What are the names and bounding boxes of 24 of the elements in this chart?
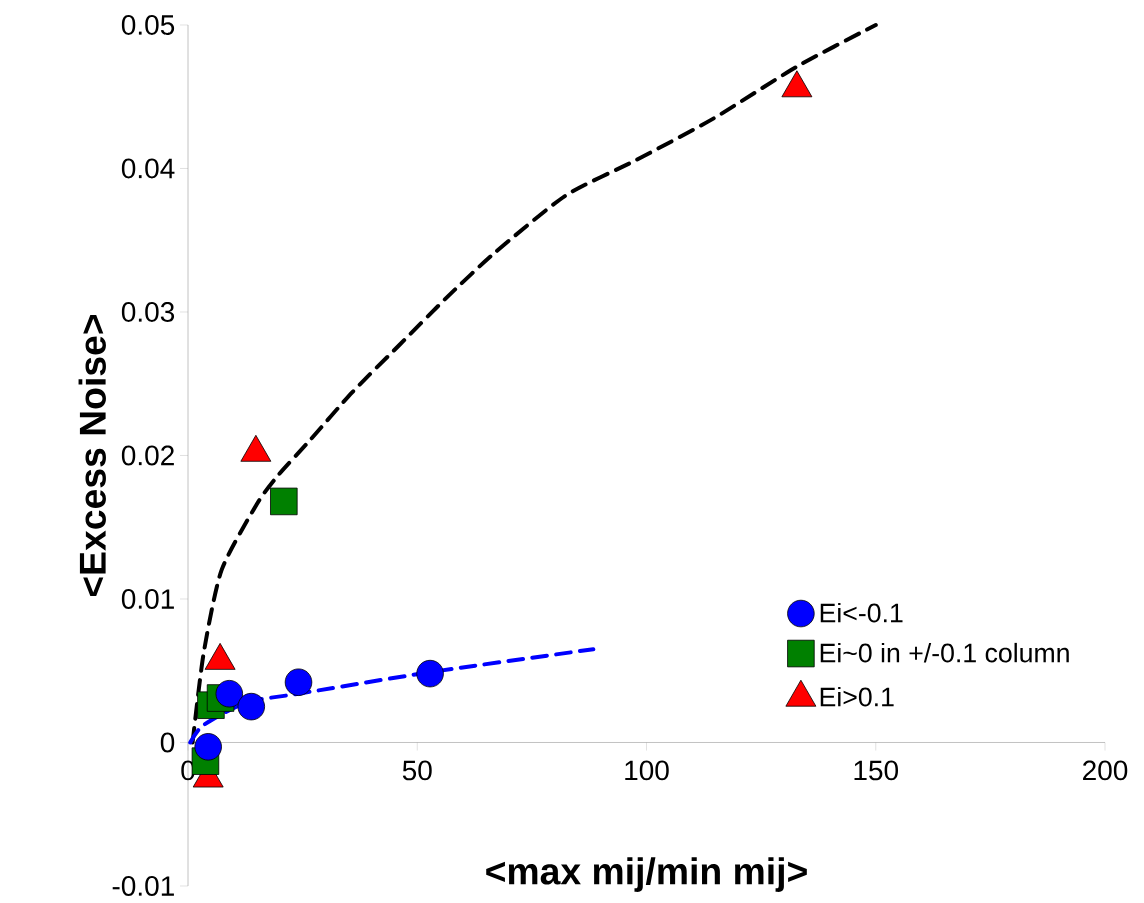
point (781, 70, 813, 98)
x-tick-label: 100 (625, 760, 669, 781)
y-tick-label: -0.01 (112, 876, 174, 896)
point (194, 733, 222, 761)
x-tick-label: 150 (854, 760, 899, 781)
point (237, 692, 266, 721)
y-tick-label: 0.02 (121, 445, 174, 466)
x-tick-label: 200 (1083, 760, 1128, 781)
y-axis-title: <Excess Noise> (78, 314, 106, 597)
point (270, 487, 298, 516)
y-tick-label: 0.01 (121, 589, 174, 609)
point (215, 679, 243, 708)
y-tick-label: 0.05 (121, 15, 175, 35)
y-tick-label: 0.03 (121, 302, 175, 322)
legend-label: Ei>0.1 (820, 686, 894, 707)
legend-label: Ei<-0.1 (820, 602, 903, 623)
y-tick-label: 0.04 (121, 158, 175, 179)
x-tick-label: 50 (402, 760, 432, 781)
legend-label: Ei~0 in +/-0.1 column (820, 642, 1069, 663)
line-series (188, 647, 596, 745)
point (416, 659, 444, 688)
point (284, 668, 313, 696)
x-axis-title: <max mij/min mij> (486, 857, 807, 892)
y-tick-label: 0 (160, 732, 175, 753)
